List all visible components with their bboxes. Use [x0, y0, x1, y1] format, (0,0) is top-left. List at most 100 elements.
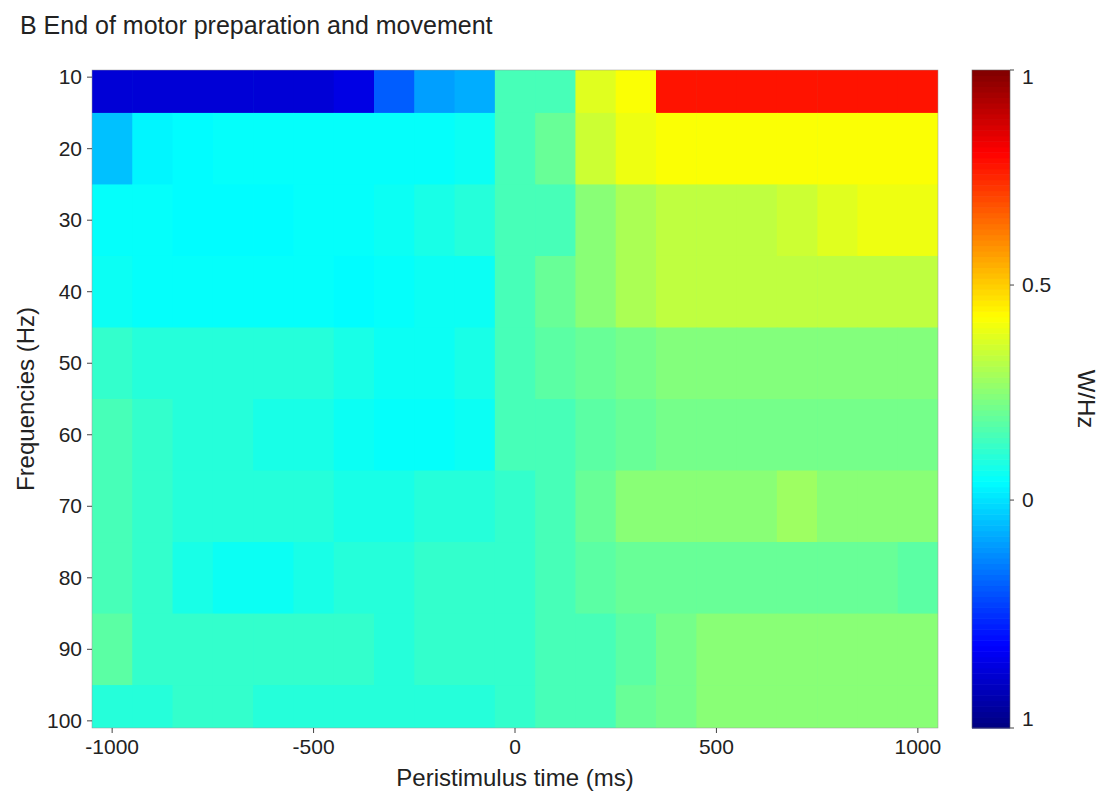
colorbar-step — [972, 640, 1010, 646]
cell — [898, 685, 938, 728]
cell — [132, 113, 173, 185]
cell — [616, 184, 657, 256]
cell — [535, 184, 576, 256]
cell — [374, 256, 415, 328]
cell — [656, 614, 697, 686]
cell — [495, 256, 536, 328]
cell — [173, 327, 214, 399]
colorbar-step — [972, 108, 1010, 114]
colorbar-step — [972, 673, 1010, 679]
cell — [817, 113, 858, 185]
cell — [253, 399, 294, 471]
cell — [777, 256, 818, 328]
x-tick-label: 1000 — [894, 735, 941, 758]
colorbar-step — [972, 701, 1010, 707]
y-tick-label: 70 — [59, 494, 82, 517]
colorbar-step — [972, 410, 1010, 416]
colorbar-step — [972, 377, 1010, 383]
colorbar-step — [972, 465, 1010, 471]
cell — [535, 70, 576, 114]
cell — [696, 399, 737, 471]
cell — [132, 399, 173, 471]
cell — [656, 113, 697, 185]
cell — [213, 542, 254, 614]
colorbar-step — [972, 344, 1010, 350]
cell — [575, 614, 616, 686]
cell — [374, 70, 415, 114]
colorbar-step — [972, 399, 1010, 405]
colorbar-step — [972, 70, 1010, 76]
colorbar-step — [972, 404, 1010, 410]
colorbar-frame — [972, 70, 1010, 728]
colorbar-step — [972, 591, 1010, 597]
colorbar-step — [972, 163, 1010, 169]
y-tick-label: 80 — [59, 566, 82, 589]
colorbar-step — [972, 136, 1010, 142]
cell — [737, 614, 778, 686]
colorbar-step — [972, 454, 1010, 460]
colorbar-step — [972, 580, 1010, 586]
cell — [857, 113, 898, 185]
y-tick-label: 20 — [59, 137, 82, 160]
cell — [374, 399, 415, 471]
cell — [293, 184, 334, 256]
colorbar-step — [972, 191, 1010, 197]
colorbar-step — [972, 498, 1010, 504]
cell — [656, 471, 697, 543]
cell — [414, 685, 455, 728]
colorbar-step — [972, 662, 1010, 668]
cell — [857, 542, 898, 614]
cell — [737, 70, 778, 114]
cell — [616, 614, 657, 686]
cell — [173, 399, 214, 471]
cell — [535, 327, 576, 399]
cell — [132, 184, 173, 256]
cell — [817, 685, 858, 728]
colorbar-step — [972, 487, 1010, 493]
colorbar — [972, 70, 1010, 729]
colorbar-step — [972, 602, 1010, 608]
cell — [455, 256, 496, 328]
cell — [737, 685, 778, 728]
cell — [495, 542, 536, 614]
colorbar-step — [972, 679, 1010, 685]
cell — [253, 542, 294, 614]
cell — [374, 113, 415, 185]
colorbar-step — [972, 251, 1010, 257]
cell — [92, 614, 133, 686]
cell — [293, 113, 334, 185]
cell — [535, 113, 576, 185]
colorbar-step — [972, 459, 1010, 465]
x-tick-label: -1000 — [85, 735, 139, 758]
cell — [213, 685, 254, 728]
cell — [374, 327, 415, 399]
cell — [455, 113, 496, 185]
cell — [575, 685, 616, 728]
cell — [777, 685, 818, 728]
cell — [334, 184, 375, 256]
cell — [92, 113, 133, 185]
colorbar-step — [972, 514, 1010, 520]
cell — [857, 184, 898, 256]
cell — [253, 256, 294, 328]
y-tick — [87, 506, 92, 507]
cell — [414, 614, 455, 686]
cell — [414, 113, 455, 185]
cell — [535, 614, 576, 686]
colorbar-step — [972, 86, 1010, 92]
colorbar-tick-label: 0.5 — [1022, 273, 1051, 296]
cell — [535, 256, 576, 328]
cell — [293, 542, 334, 614]
cell — [777, 184, 818, 256]
cell — [575, 471, 616, 543]
colorbar-step — [972, 618, 1010, 624]
cell — [374, 542, 415, 614]
colorbar-step — [972, 695, 1010, 701]
cell — [253, 70, 294, 114]
x-tick — [716, 728, 717, 733]
colorbar-step — [972, 624, 1010, 630]
colorbar-step — [972, 147, 1010, 153]
cell — [777, 471, 818, 543]
cell — [575, 399, 616, 471]
colorbar-step — [972, 92, 1010, 98]
